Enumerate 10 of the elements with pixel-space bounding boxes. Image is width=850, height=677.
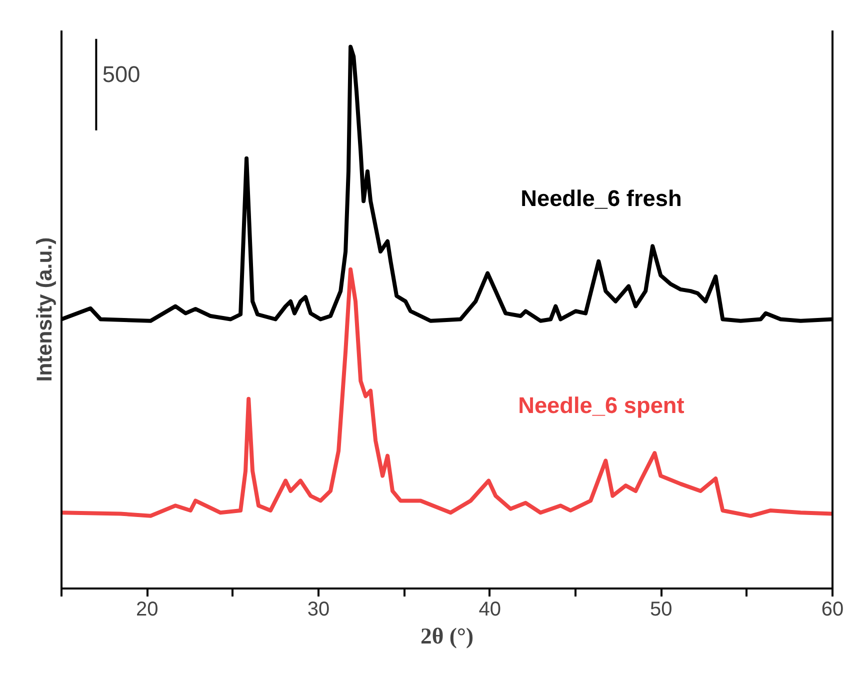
- x-tick-label: 20: [136, 598, 158, 620]
- x-tick-label: 40: [478, 598, 501, 620]
- x-tick-label: 50: [650, 598, 672, 620]
- x-tick-label: 60: [821, 598, 844, 620]
- x-tick-label: 30: [307, 598, 330, 620]
- text: Needle_6 spent: [518, 392, 685, 418]
- y-axis-title: Intensity (a.u.): [32, 237, 56, 382]
- x-axis-title: 2θ (°): [420, 624, 474, 648]
- text: Needle_6 fresh: [520, 184, 682, 211]
- annotation: 500: [102, 60, 140, 87]
